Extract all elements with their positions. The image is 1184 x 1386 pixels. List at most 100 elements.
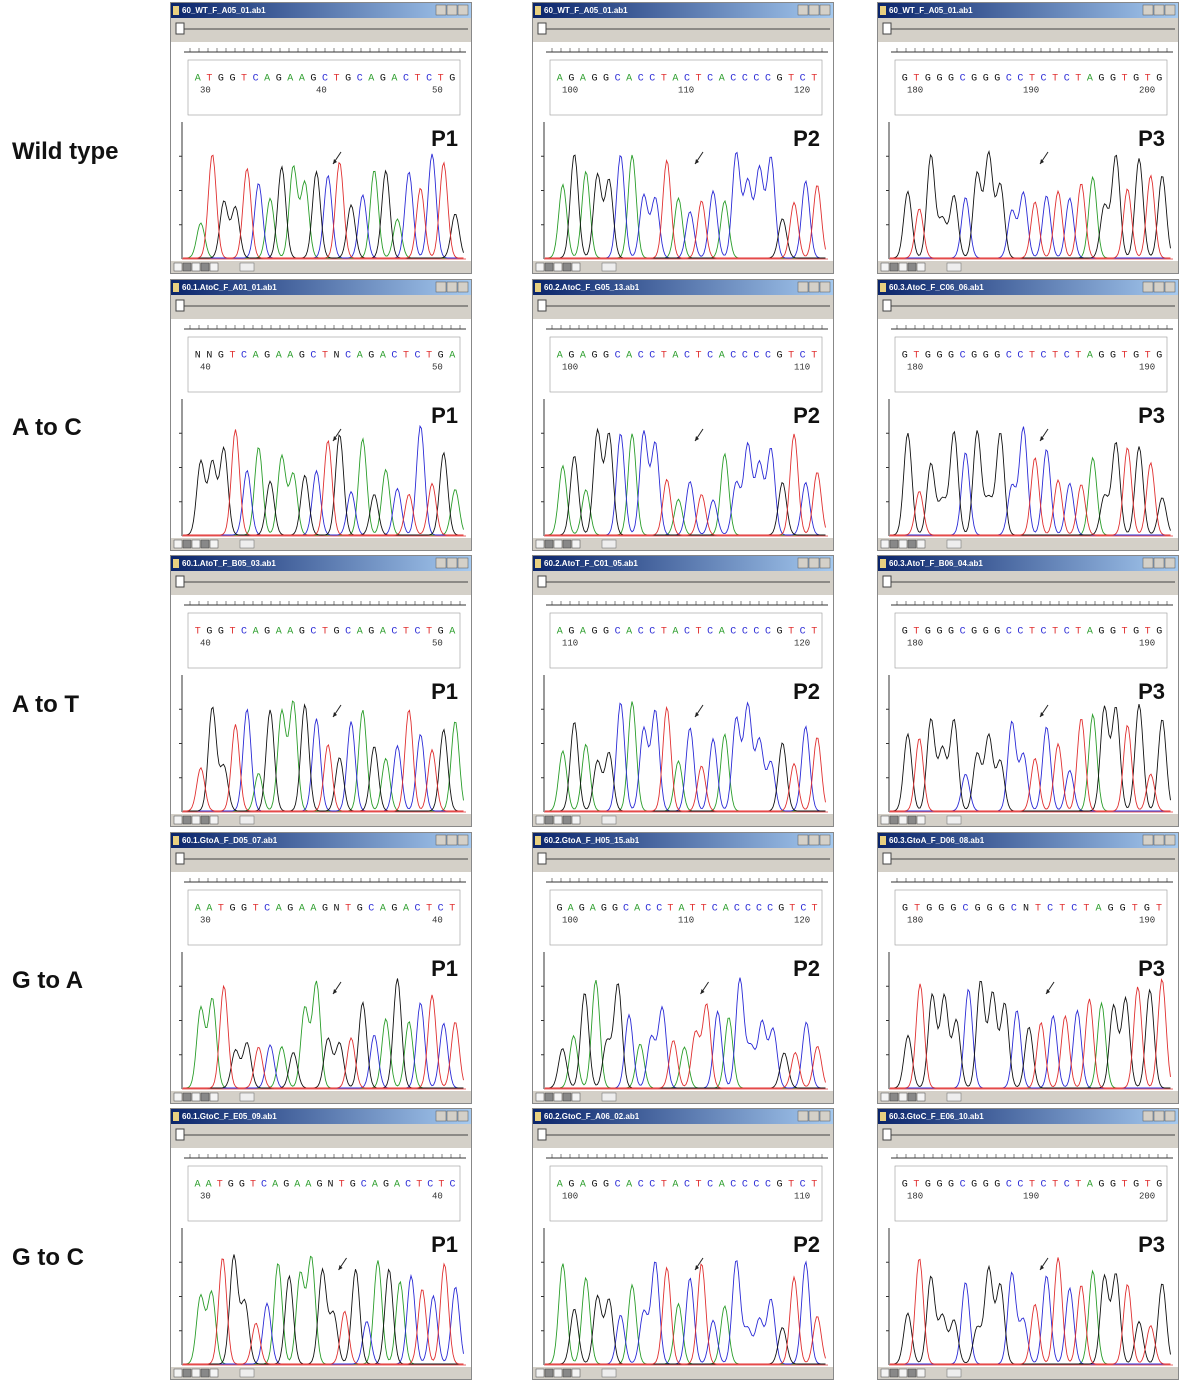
window-button[interactable] — [1143, 5, 1153, 15]
scroll-thumb[interactable] — [602, 263, 616, 271]
tool-icon[interactable] — [908, 1369, 916, 1377]
zoom-button[interactable] — [538, 853, 546, 864]
zoom-button[interactable] — [883, 853, 891, 864]
tool-icon[interactable] — [201, 1369, 209, 1377]
tool-icon[interactable] — [183, 816, 191, 824]
window-button[interactable] — [1154, 558, 1164, 568]
window-button[interactable] — [798, 558, 808, 568]
tool-icon[interactable] — [572, 1369, 580, 1377]
window-button[interactable] — [447, 1111, 457, 1121]
window-button[interactable] — [436, 5, 446, 15]
zoom-button[interactable] — [538, 1129, 546, 1140]
window-button[interactable] — [458, 1111, 468, 1121]
zoom-button[interactable] — [176, 1129, 184, 1140]
window-button[interactable] — [820, 558, 830, 568]
tool-icon[interactable] — [563, 540, 571, 548]
tool-icon[interactable] — [563, 1093, 571, 1101]
window-button[interactable] — [798, 282, 808, 292]
tool-icon[interactable] — [890, 1369, 898, 1377]
window-button[interactable] — [1165, 5, 1175, 15]
tool-icon[interactable] — [545, 263, 553, 271]
window-button[interactable] — [447, 558, 457, 568]
tool-icon[interactable] — [881, 816, 889, 824]
tool-icon[interactable] — [563, 816, 571, 824]
tool-icon[interactable] — [210, 1369, 218, 1377]
window-button[interactable] — [809, 558, 819, 568]
zoom-button[interactable] — [883, 23, 891, 34]
tool-icon[interactable] — [554, 540, 562, 548]
tool-icon[interactable] — [545, 816, 553, 824]
scroll-thumb[interactable] — [947, 816, 961, 824]
zoom-button[interactable] — [176, 576, 184, 587]
zoom-button[interactable] — [883, 576, 891, 587]
zoom-button[interactable] — [538, 576, 546, 587]
tool-icon[interactable] — [545, 1093, 553, 1101]
zoom-button[interactable] — [538, 300, 546, 311]
tool-icon[interactable] — [899, 540, 907, 548]
window-button[interactable] — [436, 835, 446, 845]
window-button[interactable] — [1165, 282, 1175, 292]
window-button[interactable] — [447, 282, 457, 292]
tool-icon[interactable] — [899, 816, 907, 824]
tool-icon[interactable] — [192, 816, 200, 824]
tool-icon[interactable] — [545, 1369, 553, 1377]
tool-icon[interactable] — [536, 1093, 544, 1101]
window-button[interactable] — [1165, 1111, 1175, 1121]
scroll-thumb[interactable] — [947, 540, 961, 548]
window-button[interactable] — [1143, 558, 1153, 568]
window-button[interactable] — [1154, 5, 1164, 15]
tool-icon[interactable] — [174, 1369, 182, 1377]
window-button[interactable] — [458, 282, 468, 292]
tool-icon[interactable] — [881, 1093, 889, 1101]
tool-icon[interactable] — [192, 1369, 200, 1377]
tool-icon[interactable] — [554, 1093, 562, 1101]
window-button[interactable] — [798, 835, 808, 845]
zoom-button[interactable] — [883, 1129, 891, 1140]
scroll-thumb[interactable] — [240, 1093, 254, 1101]
tool-icon[interactable] — [572, 263, 580, 271]
zoom-button[interactable] — [538, 23, 546, 34]
tool-icon[interactable] — [554, 816, 562, 824]
tool-icon[interactable] — [201, 540, 209, 548]
tool-icon[interactable] — [917, 1369, 925, 1377]
window-button[interactable] — [1165, 558, 1175, 568]
tool-icon[interactable] — [899, 1093, 907, 1101]
tool-icon[interactable] — [201, 1093, 209, 1101]
window-button[interactable] — [820, 1111, 830, 1121]
window-button[interactable] — [1143, 1111, 1153, 1121]
tool-icon[interactable] — [572, 1093, 580, 1101]
scroll-thumb[interactable] — [602, 1369, 616, 1377]
window-button[interactable] — [798, 5, 808, 15]
tool-icon[interactable] — [183, 540, 191, 548]
tool-icon[interactable] — [917, 1093, 925, 1101]
tool-icon[interactable] — [536, 540, 544, 548]
tool-icon[interactable] — [201, 816, 209, 824]
tool-icon[interactable] — [908, 263, 916, 271]
tool-icon[interactable] — [899, 263, 907, 271]
scroll-thumb[interactable] — [947, 1369, 961, 1377]
tool-icon[interactable] — [890, 1093, 898, 1101]
tool-icon[interactable] — [899, 1369, 907, 1377]
tool-icon[interactable] — [890, 540, 898, 548]
window-button[interactable] — [1165, 835, 1175, 845]
window-button[interactable] — [1154, 1111, 1164, 1121]
window-button[interactable] — [1143, 835, 1153, 845]
window-button[interactable] — [458, 835, 468, 845]
scroll-thumb[interactable] — [240, 540, 254, 548]
scroll-thumb[interactable] — [240, 1369, 254, 1377]
tool-icon[interactable] — [908, 816, 916, 824]
scroll-thumb[interactable] — [240, 263, 254, 271]
tool-icon[interactable] — [545, 540, 553, 548]
scroll-thumb[interactable] — [602, 1093, 616, 1101]
window-button[interactable] — [1154, 282, 1164, 292]
tool-icon[interactable] — [563, 1369, 571, 1377]
tool-icon[interactable] — [554, 263, 562, 271]
tool-icon[interactable] — [183, 263, 191, 271]
tool-icon[interactable] — [210, 816, 218, 824]
tool-icon[interactable] — [563, 263, 571, 271]
zoom-button[interactable] — [176, 853, 184, 864]
window-button[interactable] — [820, 835, 830, 845]
tool-icon[interactable] — [174, 263, 182, 271]
scroll-thumb[interactable] — [947, 263, 961, 271]
window-button[interactable] — [447, 835, 457, 845]
